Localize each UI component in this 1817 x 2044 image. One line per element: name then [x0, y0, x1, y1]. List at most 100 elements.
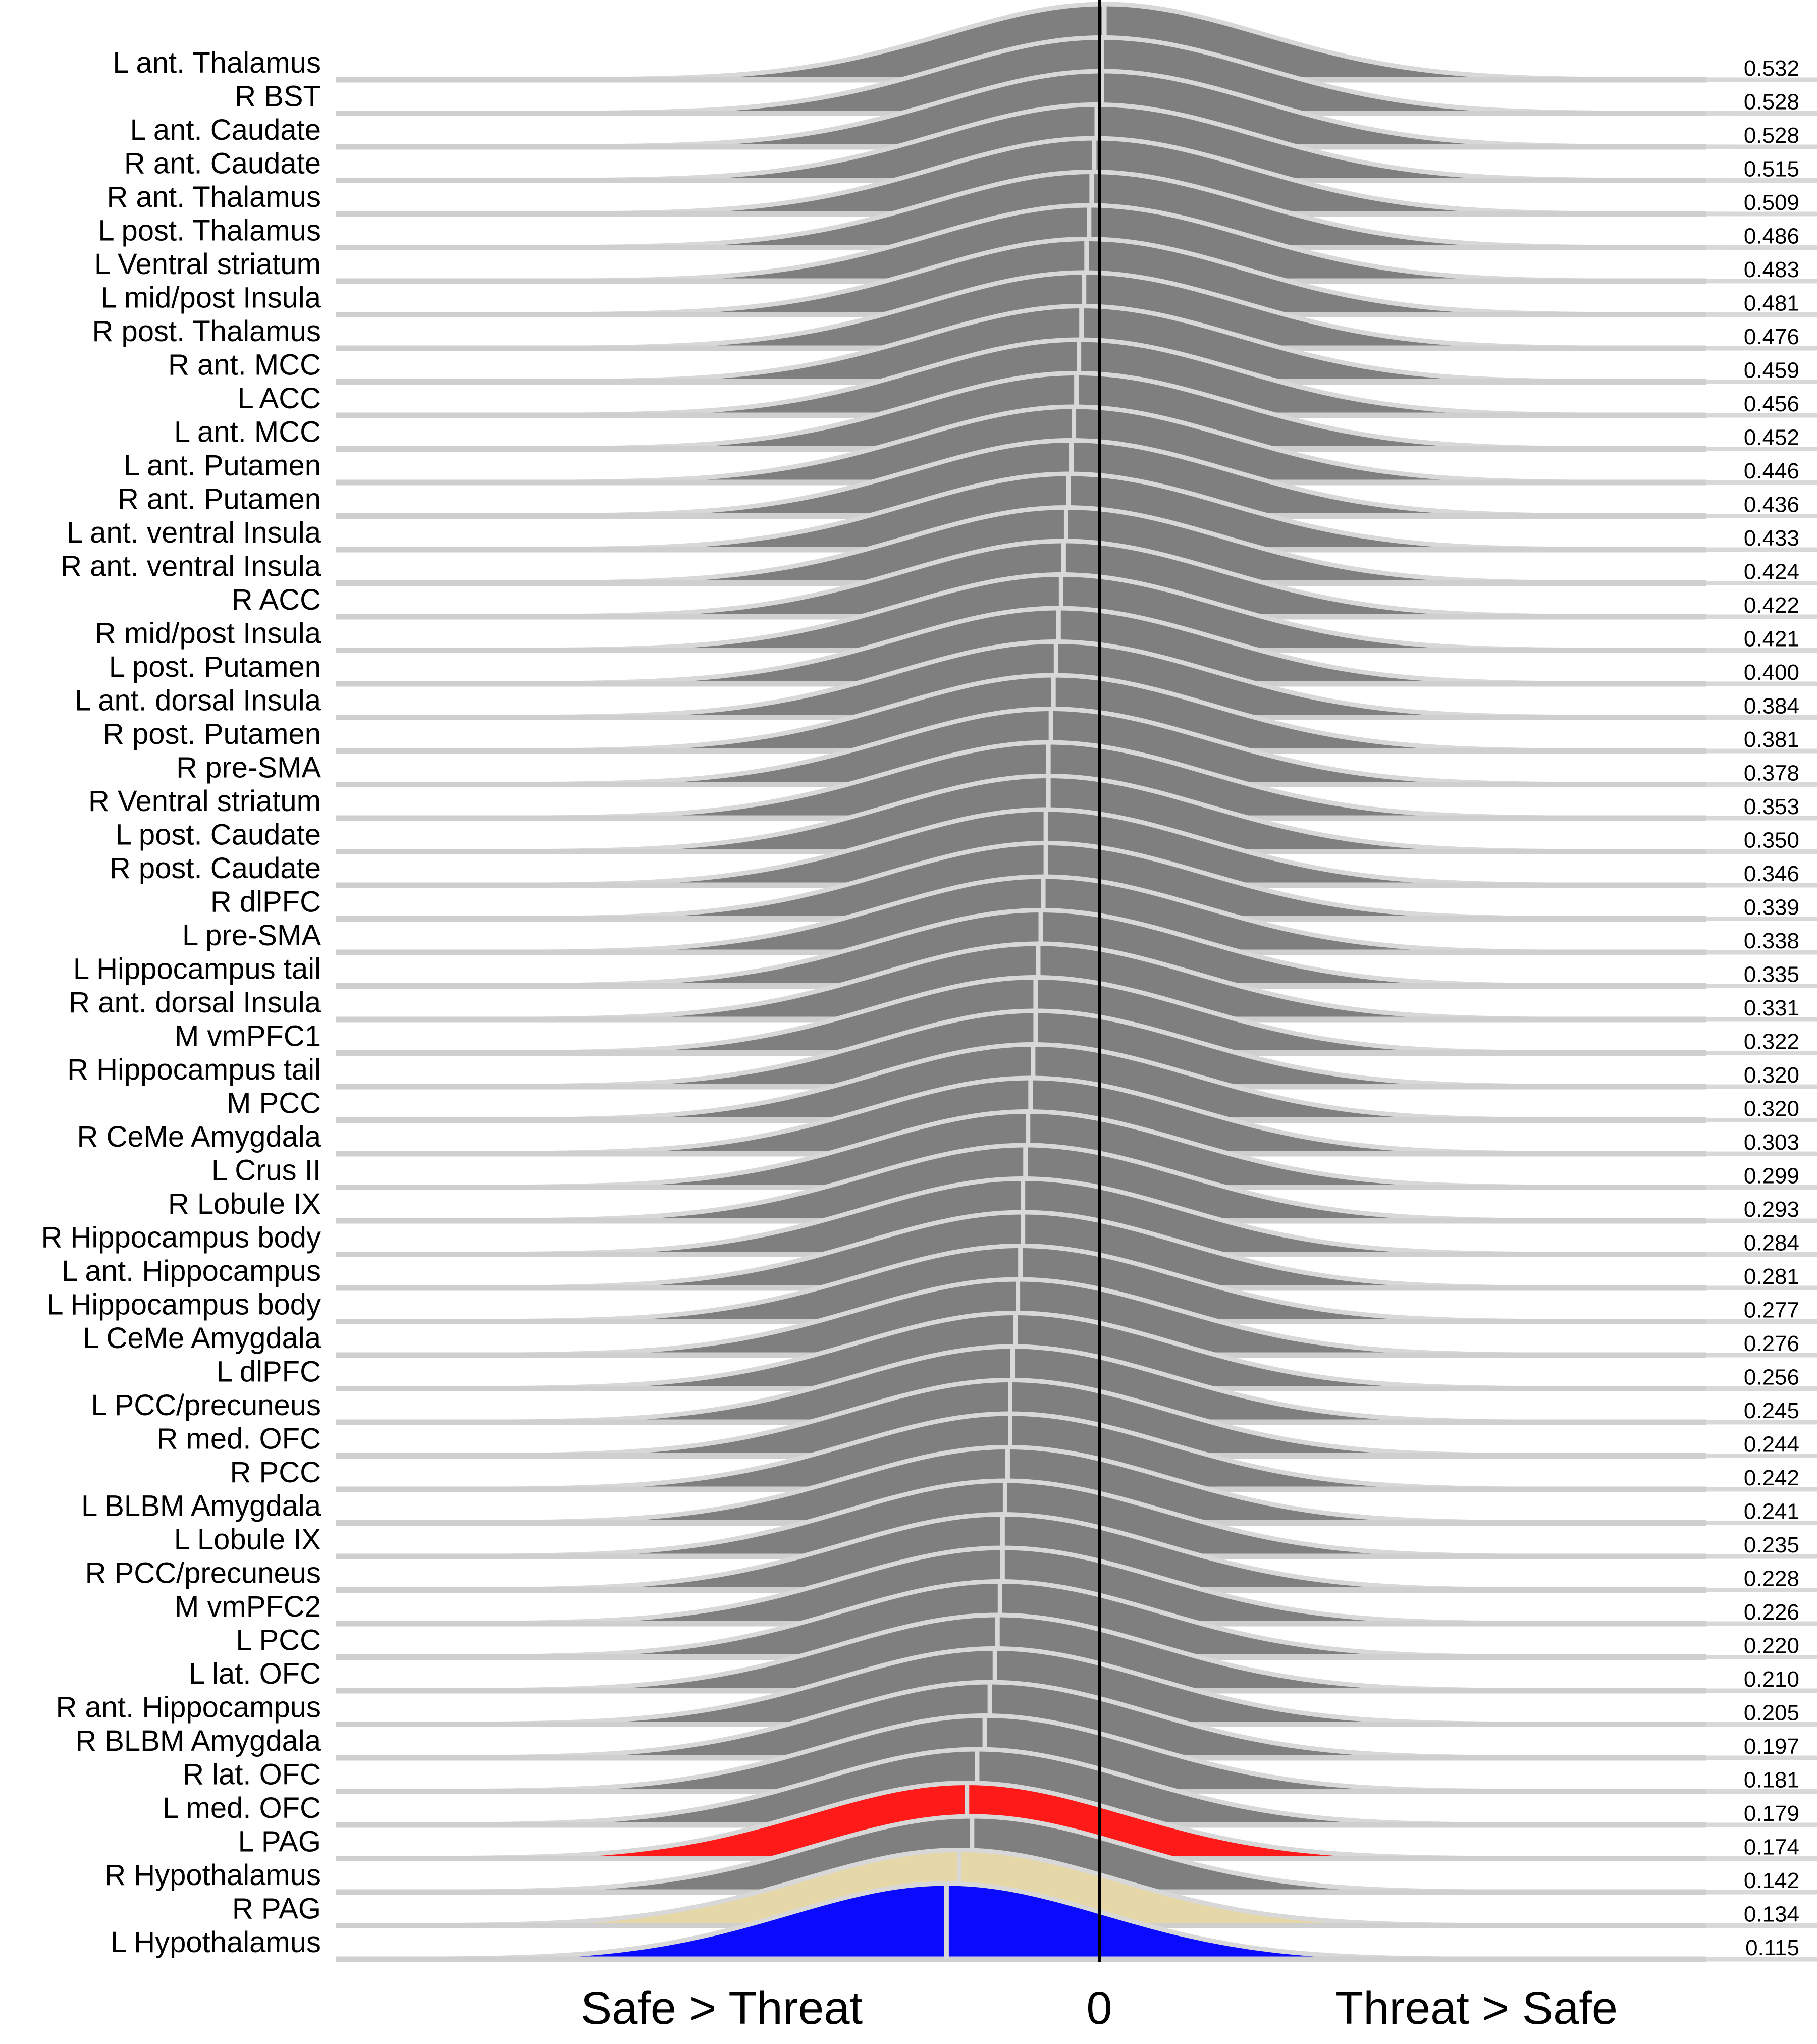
probability-label: 0.532	[1744, 56, 1799, 81]
region-label: M vmPFC1	[175, 1020, 321, 1053]
probability-label: 0.515	[1744, 157, 1799, 182]
probability-label: 0.422	[1744, 593, 1799, 618]
probability-label: 0.210	[1744, 1667, 1799, 1692]
region-label: M vmPFC2	[175, 1590, 321, 1623]
region-label: L Ventral striatum	[94, 248, 321, 281]
probability-label: 0.436	[1744, 493, 1799, 517]
region-label: R post. Thalamus	[92, 315, 321, 348]
ridge-area	[336, 1414, 1817, 1489]
region-label: L ant. dorsal Insula	[75, 684, 322, 717]
region-label: L ant. Thalamus	[113, 46, 321, 79]
region-label: L PCC	[236, 1624, 321, 1657]
ridge-area	[336, 1481, 1817, 1556]
ridge-area	[336, 1615, 1817, 1691]
region-label: L BLBM Amygdala	[81, 1490, 322, 1523]
probability-label: 0.245	[1744, 1398, 1799, 1423]
region-label: L post. Putamen	[109, 651, 321, 683]
region-label: L CeMe Amygdala	[83, 1322, 322, 1355]
region-label: R BLBM Amygdala	[75, 1725, 322, 1757]
region-label: L post. Thalamus	[98, 214, 321, 247]
probability-label: 0.320	[1744, 1097, 1799, 1121]
ridge-area	[336, 1749, 1817, 1825]
x-axis-left-label: Safe > Threat	[581, 1982, 863, 2034]
region-label: L ant. Caudate	[130, 114, 321, 146]
probability-label: 0.134	[1744, 1902, 1799, 1927]
region-label: L med. OFC	[163, 1792, 321, 1824]
labels-group: L ant. Thalamus 0.532 R BST 0.528 L ant. Cau…	[41, 46, 1799, 1960]
probability-label: 0.331	[1744, 996, 1799, 1020]
probability-label: 0.228	[1744, 1567, 1799, 1591]
ridge-area	[336, 1514, 1817, 1590]
region-label: R dlPFC	[210, 886, 321, 919]
region-label: R pre-SMA	[176, 751, 321, 784]
region-label: L dlPFC	[217, 1356, 321, 1388]
region-label: R Hippocampus tail	[67, 1053, 321, 1086]
region-label: R post. Caudate	[110, 852, 321, 885]
region-label: R Hippocampus body	[41, 1221, 321, 1254]
probability-label: 0.303	[1744, 1130, 1799, 1155]
probability-label: 0.528	[1744, 90, 1799, 115]
probability-label: 0.293	[1744, 1197, 1799, 1222]
probability-label: 0.235	[1744, 1533, 1799, 1557]
region-label: R Ventral striatum	[88, 785, 321, 818]
region-label: L PCC/precuneus	[91, 1389, 321, 1422]
probability-label: 0.179	[1744, 1801, 1799, 1826]
ridge-area	[336, 1447, 1817, 1523]
probability-label: 0.284	[1744, 1231, 1799, 1256]
region-label: L Crus II	[211, 1154, 321, 1187]
region-label: L lat. OFC	[189, 1657, 321, 1690]
region-label: R ant. ventral Insula	[61, 550, 322, 583]
probability-label: 0.509	[1744, 190, 1799, 215]
region-label: R post. Putamen	[103, 718, 321, 750]
probability-label: 0.452	[1744, 425, 1799, 450]
probability-label: 0.421	[1744, 627, 1799, 652]
probability-label: 0.174	[1744, 1835, 1799, 1860]
probability-label: 0.400	[1744, 660, 1799, 685]
region-label: L ant. Putamen	[124, 449, 321, 482]
region-label: R BST	[235, 80, 321, 113]
region-label: R Lobule IX	[168, 1188, 321, 1220]
region-label: R CeMe Amygdala	[77, 1120, 321, 1153]
region-label: L Hippocampus tail	[73, 953, 321, 986]
probability-label: 0.242	[1744, 1466, 1799, 1490]
region-label: L ant. Hippocampus	[62, 1255, 321, 1287]
probability-label: 0.456	[1744, 392, 1799, 416]
region-label: R med. OFC	[157, 1423, 322, 1456]
region-label: R ant. Caudate	[124, 147, 321, 180]
probability-label: 0.483	[1744, 257, 1799, 282]
probability-label: 0.381	[1744, 727, 1799, 752]
probability-label: 0.115	[1745, 1935, 1799, 1960]
region-label: R ACC	[232, 583, 321, 616]
probability-label: 0.350	[1744, 828, 1799, 853]
region-label: R ant. Hippocampus	[56, 1691, 321, 1724]
region-label: R PCC/precuneus	[85, 1557, 321, 1590]
probability-label: 0.346	[1744, 862, 1799, 886]
region-label: L Hippocampus body	[47, 1288, 321, 1321]
probability-label: 0.256	[1744, 1365, 1799, 1390]
probability-label: 0.486	[1744, 224, 1799, 249]
probability-label: 0.353	[1744, 794, 1799, 819]
region-label: R PCC	[230, 1456, 321, 1489]
region-label: L Hypothalamus	[111, 1926, 321, 1959]
region-label: L post. Caudate	[116, 819, 321, 851]
region-label: L ACC	[238, 382, 321, 415]
region-label: R ant. MCC	[168, 349, 321, 382]
probability-label: 0.384	[1744, 694, 1799, 719]
probability-label: 0.226	[1744, 1600, 1799, 1625]
probability-label: 0.459	[1744, 358, 1799, 383]
probability-label: 0.281	[1744, 1264, 1799, 1289]
region-label: L mid/post Insula	[101, 282, 322, 314]
probability-label: 0.338	[1744, 929, 1799, 953]
region-label: L ant. ventral Insula	[67, 516, 322, 549]
region-label: M PCC	[227, 1087, 321, 1120]
region-label: R ant. dorsal Insula	[69, 986, 321, 1019]
probability-label: 0.276	[1744, 1331, 1799, 1356]
probability-label: 0.241	[1744, 1499, 1799, 1524]
probability-label: 0.481	[1744, 291, 1799, 316]
probability-label: 0.197	[1744, 1734, 1799, 1759]
x-axis-right-label: Threat > Safe	[1335, 1982, 1618, 2034]
probability-label: 0.299	[1744, 1164, 1799, 1189]
ridge-area	[336, 1884, 1817, 1959]
probability-label: 0.378	[1744, 761, 1799, 786]
